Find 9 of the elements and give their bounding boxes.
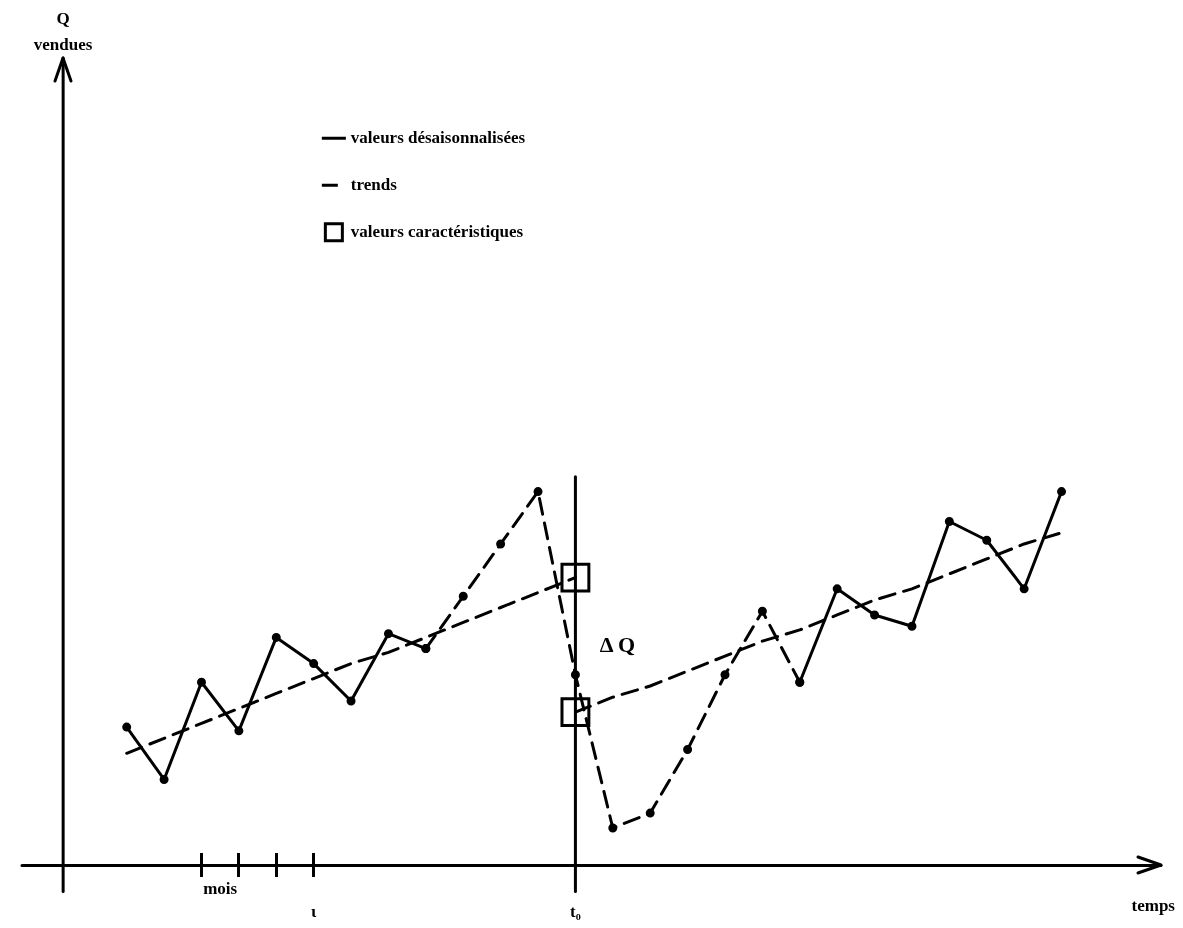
legend-label: valeurs caractéristiques xyxy=(350,221,524,241)
text: mois xyxy=(203,879,238,900)
legend-label: valeurs désaisonnalisées xyxy=(350,127,526,147)
legend-label: trends xyxy=(350,174,398,194)
text: Q vendues xyxy=(32,8,94,56)
x-tick-label: t₀ xyxy=(570,902,581,922)
x-tick-label: ι xyxy=(311,902,318,922)
annotation: Δ Q xyxy=(599,631,636,658)
x-axis-title: temps xyxy=(1131,896,1175,916)
